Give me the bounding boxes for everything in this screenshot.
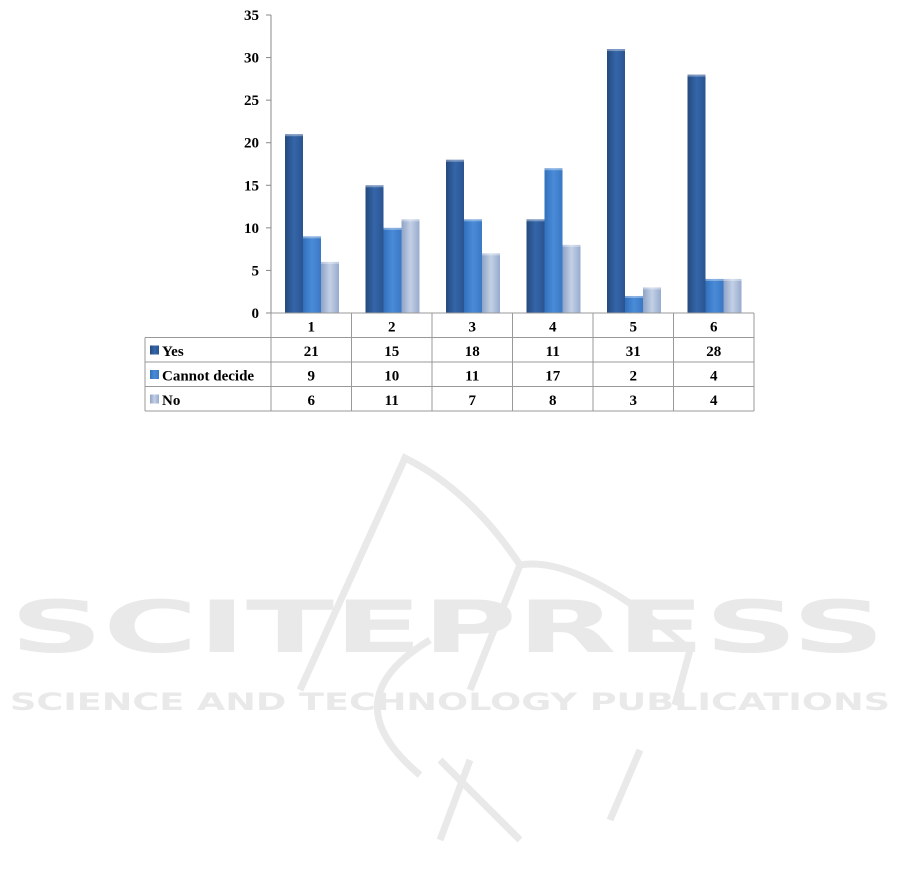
legend-swatch-yes [150,345,159,355]
bar-highlight [687,74,706,77]
data-table-cell: 31 [626,344,641,360]
bar-cannot-decide-1 [303,236,321,313]
bar-highlight [562,244,581,247]
bar-cannot-decide-3 [464,219,482,313]
bar-highlight [482,253,500,256]
bar-yes-3 [446,159,464,313]
data-table-cell: 9 [308,369,316,385]
bar-highlight [464,219,482,222]
bar-yes-4 [526,219,545,313]
watermark-title: SCITEPRESS [10,585,885,669]
data-table-cell: 15 [384,344,399,360]
data-table-cell: 18 [465,344,480,360]
bar-yes-5 [607,49,625,314]
y-tick-label: 35 [244,8,259,24]
bar-cannot-decide-4 [544,168,563,313]
bar-highlight [625,295,643,298]
data-table-cell: 6 [308,393,316,409]
x-tick-label: 6 [710,320,718,336]
bar-highlight [544,168,563,171]
data-table-cell: 17 [545,369,561,385]
bar-highlight [607,49,625,52]
y-tick-label: 5 [252,263,260,279]
bar-yes-6 [687,74,706,313]
data-table-cell: 10 [384,369,399,385]
bar-no-2 [401,219,420,313]
bar-highlight [446,159,464,162]
bar-no-5 [643,287,661,313]
data-table-cell: 4 [710,369,718,385]
data-table-cell: 2 [630,369,638,385]
y-tick-label: 20 [244,136,259,152]
bar-highlight [365,185,384,188]
data-table-cell: 4 [710,393,718,409]
x-tick-label: 1 [308,320,316,336]
y-tick-label: 0 [252,306,260,322]
data-table-cell: 28 [706,344,721,360]
data-table-cell: 3 [630,393,638,409]
bar-highlight [643,287,661,290]
watermark-logo: SCITEPRESS SCIENCE AND TECHNOLOGY PUBLIC… [10,453,890,843]
data-table-cell: 11 [465,369,479,385]
bar-yes-2 [365,185,384,313]
bar-highlight [723,278,742,281]
bar-highlight [321,261,339,264]
bar-highlight [705,278,724,281]
legend-label: Yes [162,344,184,360]
data-table-cell: 7 [469,393,477,409]
data-table-cell: 21 [304,344,319,360]
bar-highlight [383,227,402,230]
legend-swatch-cannot-decide [150,370,159,379]
bar-no-6 [723,278,742,313]
x-tick-label: 3 [469,320,477,336]
bar-cannot-decide-2 [383,227,402,313]
bar-highlight [285,134,303,137]
legend-label: No [162,393,180,409]
bar-yes-1 [285,134,303,313]
bar-highlight [401,219,420,222]
data-table-cell: 11 [385,393,399,409]
y-tick-label: 15 [244,178,259,194]
bar-no-1 [321,261,339,313]
bar-cannot-decide-6 [705,278,724,313]
bar-no-3 [482,253,500,313]
y-tick-label: 10 [244,221,259,237]
bar-cannot-decide-5 [625,295,643,313]
data-table-cell: 11 [546,344,560,360]
bar-highlight [526,219,545,222]
legend-label: Cannot decide [162,369,254,385]
watermark-subtitle: SCIENCE AND TECHNOLOGY PUBLICATIONS [10,688,890,716]
x-tick-label: 5 [630,320,638,336]
x-tick-label: 2 [388,320,396,336]
y-tick-label: 30 [244,51,259,67]
bar-no-4 [562,244,581,313]
legend-swatch-no [150,394,159,404]
y-tick-label: 25 [244,93,259,109]
data-table-cell: 8 [549,393,557,409]
x-tick-label: 4 [549,320,557,336]
bar-highlight [303,236,321,239]
